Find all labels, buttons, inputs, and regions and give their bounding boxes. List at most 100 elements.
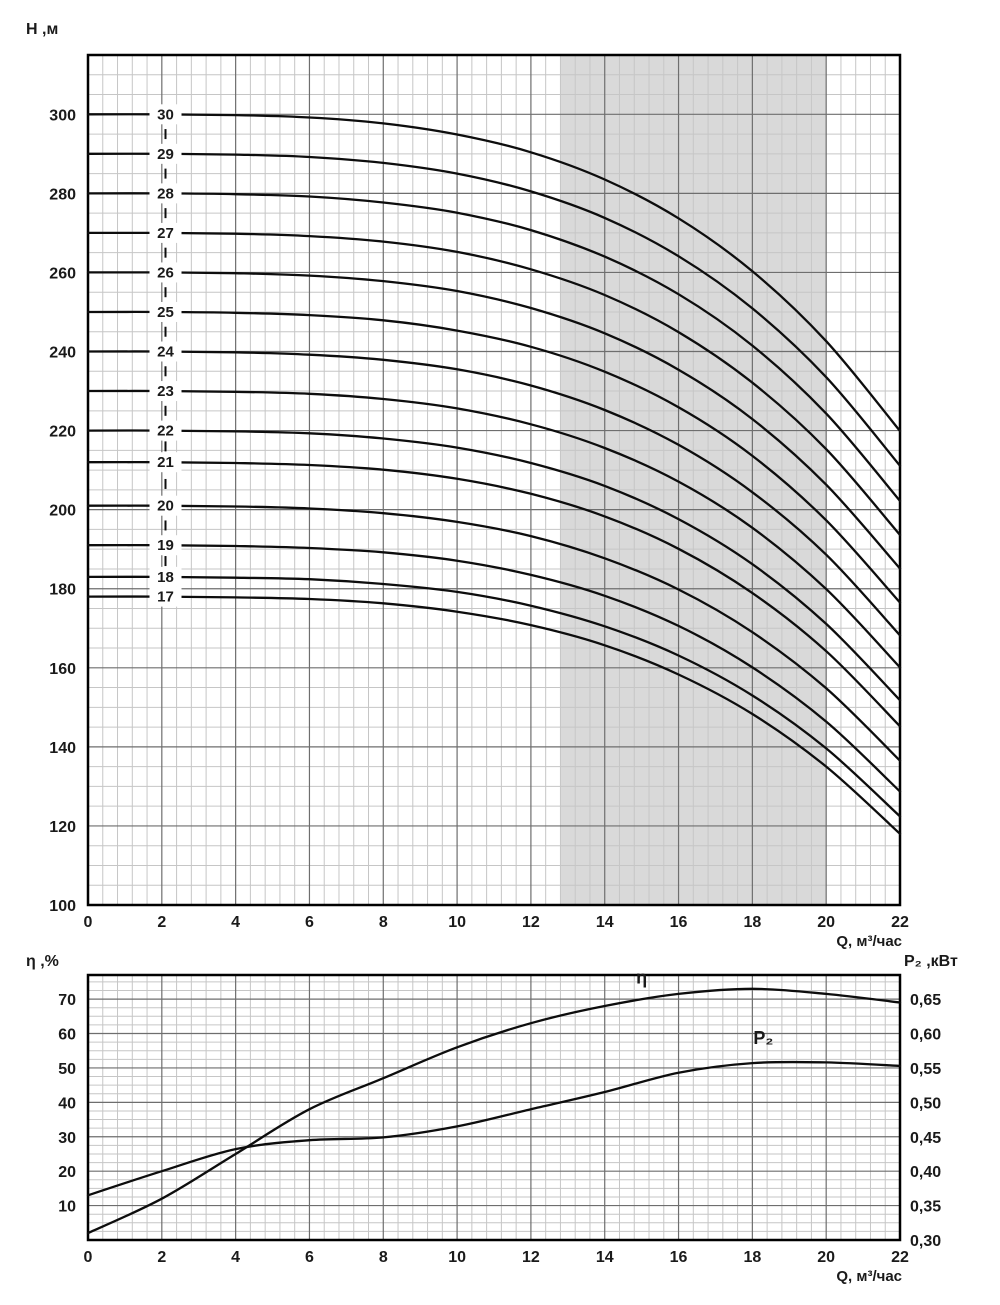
y-left-axis-title: η ,% (26, 953, 59, 970)
y-tick-label: 300 (49, 107, 76, 124)
head-curve-28 (86, 192, 902, 503)
head-curve-22 (86, 429, 902, 702)
y-right-tick-label: 0,55 (910, 1061, 941, 1078)
y-tick-label: 280 (49, 186, 76, 203)
x-tick-label: 22 (891, 1249, 909, 1266)
y-right-tick-label: 0,40 (910, 1164, 941, 1181)
y-tick-label: 200 (49, 503, 76, 520)
stage-label-halo (149, 535, 182, 556)
x-tick-label: 18 (743, 914, 761, 931)
x-tick-label: 22 (891, 914, 909, 931)
stage-label-halo (149, 222, 182, 243)
x-tick-label: 10 (448, 914, 466, 931)
head-curve-30 (86, 113, 902, 433)
stage-label-halo (149, 586, 182, 607)
y-right-tick-label: 0,45 (910, 1130, 941, 1147)
x-tick-label: 0 (84, 1249, 93, 1266)
x-tick-label: 20 (817, 914, 835, 931)
y-tick-label: 140 (49, 740, 76, 757)
head-curve-20 (86, 504, 902, 762)
x-axis-title: Q, м³/час (836, 1268, 902, 1285)
head-curve-26 (86, 271, 902, 570)
y-tick-label: 120 (49, 819, 76, 836)
x-tick-label: 8 (379, 914, 388, 931)
x-tick-label: 14 (596, 914, 614, 931)
y-right-tick-label: 0,65 (910, 992, 941, 1009)
head-curve-19 (86, 544, 902, 793)
stage-count-label: 29 (157, 146, 174, 163)
x-tick-label: 4 (231, 1249, 240, 1266)
x-tick-label: 2 (157, 914, 166, 931)
stage-count-label: 17 (157, 589, 174, 606)
efficiency-curve (86, 987, 902, 1235)
y-tick-label: 260 (49, 265, 76, 282)
x-tick-label: 6 (305, 1249, 314, 1266)
stage-label-halo (149, 495, 182, 516)
stage-count-label: 27 (157, 225, 174, 242)
y-right-axis-title: P₂ ,кВт (904, 953, 958, 970)
x-tick-label: 4 (231, 914, 240, 931)
power-curve (86, 1060, 902, 1197)
stage-label-halo (149, 183, 182, 204)
x-axis-title: Q, м³/час (836, 933, 902, 950)
stage-count-label: 30 (157, 106, 174, 123)
x-tick-label: 2 (157, 1249, 166, 1266)
x-tick-label: 16 (670, 1249, 688, 1266)
y-right-tick-label: 0,60 (910, 1027, 941, 1044)
head-curve-23 (86, 389, 902, 669)
y-right-tick-label: 0,30 (910, 1233, 941, 1250)
y-tick-label: 180 (49, 582, 76, 599)
stage-count-label: 21 (157, 454, 174, 471)
stage-count-label: 22 (157, 423, 174, 440)
x-tick-label: 14 (596, 1249, 614, 1266)
head-curve-17 (86, 595, 902, 835)
stage-label-halo (149, 341, 182, 362)
stage-count-label: 23 (157, 383, 174, 400)
y-left-tick-label: 70 (58, 992, 76, 1009)
x-tick-label: 12 (522, 914, 540, 931)
stage-label-halo (149, 420, 182, 441)
head-capacity-chart: 3029282726252423222120191817100120140160… (26, 21, 909, 950)
y-left-tick-label: 10 (58, 1199, 76, 1216)
y-right-tick-label: 0,35 (910, 1199, 941, 1216)
stage-label-halo (149, 301, 182, 322)
stage-label-halo (149, 143, 182, 164)
stage-count-label: 28 (157, 185, 174, 202)
stage-label-halo (149, 104, 182, 125)
y-left-tick-label: 40 (58, 1095, 76, 1112)
stage-count-label: 24 (157, 344, 174, 361)
head-curve-25 (86, 310, 902, 604)
plot-frame (86, 53, 902, 907)
head-curve-27 (86, 231, 902, 537)
stage-count-label: 19 (157, 537, 174, 554)
x-tick-label: 0 (84, 914, 93, 931)
y-tick-label: 100 (49, 898, 76, 915)
y-tick-label: 220 (49, 424, 76, 441)
head-curve-24 (86, 350, 902, 637)
stage-count-label: 25 (157, 304, 174, 321)
head-curve-18 (86, 575, 902, 818)
curve-name-label: P₂ (753, 1028, 773, 1048)
stage-count-label: 18 (157, 569, 174, 586)
x-tick-label: 10 (448, 1249, 466, 1266)
y-left-tick-label: 50 (58, 1061, 76, 1078)
stage-label-halo (149, 566, 182, 587)
y-tick-label: 240 (49, 345, 76, 362)
plot-frame (86, 973, 902, 1242)
y-tick-label: 160 (49, 661, 76, 678)
y-left-tick-label: 60 (58, 1027, 76, 1044)
efficiency-power-chart: ηP₂102030405060700,300,350,400,450,500,5… (26, 953, 958, 1285)
y-axis-title: H ,м (26, 21, 58, 38)
stage-label-halo (149, 452, 182, 473)
stage-count-label: 20 (157, 498, 174, 515)
stage-count-label: 26 (157, 264, 174, 281)
stage-label-halo (149, 262, 182, 283)
head-curve-21 (86, 461, 902, 728)
y-left-tick-label: 30 (58, 1130, 76, 1147)
x-tick-label: 6 (305, 914, 314, 931)
x-tick-label: 12 (522, 1249, 540, 1266)
y-left-tick-label: 20 (58, 1164, 76, 1181)
head-curve-29 (86, 152, 902, 467)
x-tick-label: 16 (670, 914, 688, 931)
